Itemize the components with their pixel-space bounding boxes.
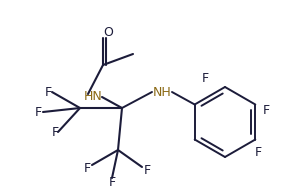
Text: F: F [83, 162, 91, 174]
Text: F: F [44, 85, 51, 98]
Text: HN: HN [83, 90, 102, 102]
Text: F: F [34, 106, 41, 119]
Text: O: O [103, 26, 113, 40]
Text: F: F [143, 163, 151, 177]
Text: F: F [108, 177, 116, 190]
Text: F: F [263, 103, 270, 117]
Text: F: F [254, 146, 262, 158]
Text: NH: NH [153, 85, 171, 98]
Text: F: F [51, 125, 59, 139]
Text: F: F [201, 71, 208, 85]
